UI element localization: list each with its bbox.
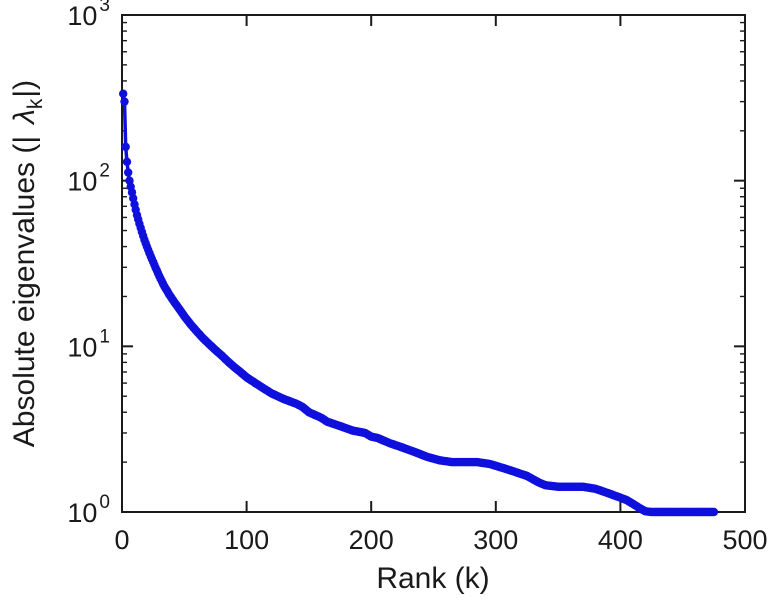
x-tick-label: 500 xyxy=(722,525,767,555)
y-tick-label: 10 2 xyxy=(67,161,110,197)
y-axis-label: Absolute eigenvalues (|λk|) xyxy=(8,80,47,447)
minor-ticks xyxy=(122,21,745,463)
series-marker xyxy=(119,89,128,98)
x-tick-label: 0 xyxy=(114,525,129,555)
x-tick-label: 200 xyxy=(349,525,394,555)
series-marker xyxy=(121,142,130,152)
series-marker xyxy=(122,157,132,166)
x-axis-label: Rank (k) xyxy=(376,562,489,595)
series-marker xyxy=(709,507,719,517)
x-tick-label: 300 xyxy=(473,525,518,555)
major-ticks xyxy=(121,14,746,513)
series-marker xyxy=(120,97,129,106)
y-tick-label: 10 3 xyxy=(67,0,110,31)
y-tick-label: 10 1 xyxy=(67,326,110,362)
series-marker xyxy=(124,168,133,177)
x-tick-label: 400 xyxy=(598,525,643,555)
x-tick-label: 100 xyxy=(224,525,269,555)
plot-box xyxy=(121,14,746,513)
y-tick-label: 10 0 xyxy=(67,492,110,528)
eigenvalue-series xyxy=(119,89,719,517)
